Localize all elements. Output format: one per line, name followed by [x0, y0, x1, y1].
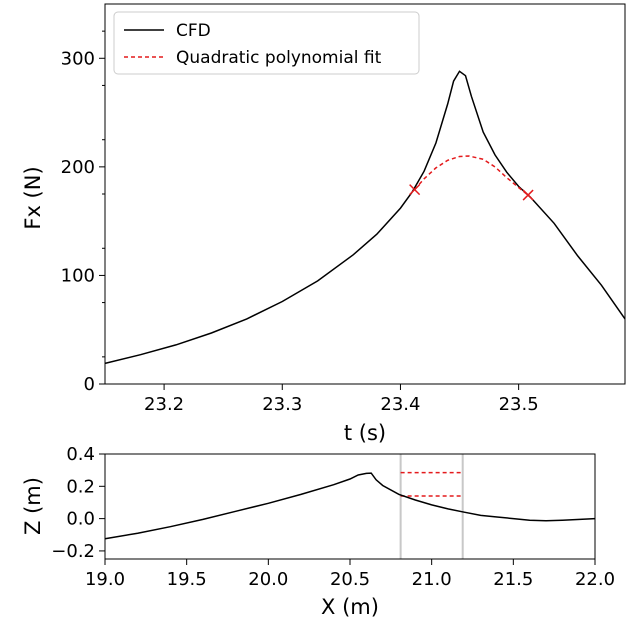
y-tick-label: 0.2 — [66, 476, 95, 497]
profile-x-ticks: 19.0 19.5 20.0 20.5 21.0 21.5 22.0 — [85, 559, 615, 590]
profile-plot-area — [104, 454, 596, 559]
x-tick-label: 22.0 — [575, 569, 615, 590]
surface-profile-line — [104, 472, 596, 540]
x-tick-label: 20.0 — [248, 569, 288, 590]
fit-endpoint-marker — [409, 184, 421, 196]
force-plot-area — [104, 70, 626, 365]
y-tick-label: 300 — [61, 48, 95, 69]
legend: CFD Quadratic polynomial fit — [113, 11, 420, 75]
force-chart: 23.2 23.3 23.4 23.5 0 100 200 300 t (s) Fx (N)… — [21, 3, 626, 445]
profile-plot-frame — [104, 453, 596, 560]
legend-label-fit: Quadratic polynomial fit — [176, 48, 382, 68]
x-tick-label: 19.5 — [167, 569, 207, 590]
cfd-force-line — [104, 70, 626, 365]
force-y-ticks: 0 100 200 300 — [61, 30, 105, 395]
profile-x-axis-label: X (m) — [321, 595, 379, 619]
force-x-ticks: 23.2 23.3 23.4 23.5 — [144, 384, 539, 415]
force-x-axis-label: t (s) — [344, 421, 386, 445]
y-tick-label: −0.2 — [51, 541, 95, 562]
legend-label-cfd: CFD — [176, 21, 211, 41]
y-tick-label: 0.0 — [66, 509, 95, 530]
profile-y-ticks: −0.2 0.0 0.2 0.4 — [51, 444, 105, 562]
y-tick-label: 0 — [84, 374, 95, 395]
force-y-axis-label: Fx (N) — [21, 166, 45, 229]
x-tick-label: 23.2 — [144, 394, 184, 415]
x-tick-label: 21.5 — [493, 569, 533, 590]
quadratic-fit-line — [414, 155, 529, 196]
fit-endpoint-marker — [522, 189, 534, 201]
x-tick-label: 20.5 — [330, 569, 370, 590]
profile-y-axis-label: Z (m) — [21, 477, 45, 535]
x-tick-label: 23.4 — [380, 394, 420, 415]
x-tick-label: 19.0 — [85, 569, 125, 590]
x-tick-label: 23.3 — [262, 394, 302, 415]
legend-box — [113, 11, 420, 75]
profile-chart: 19.0 19.5 20.0 20.5 21.0 21.5 22.0 −0.2 0.0 0.2 0… — [21, 444, 615, 619]
x-tick-label: 21.0 — [412, 569, 452, 590]
x-tick-label: 23.5 — [499, 394, 539, 415]
y-tick-label: 100 — [61, 265, 95, 286]
y-tick-label: 0.4 — [66, 444, 95, 465]
y-tick-label: 200 — [61, 157, 95, 178]
